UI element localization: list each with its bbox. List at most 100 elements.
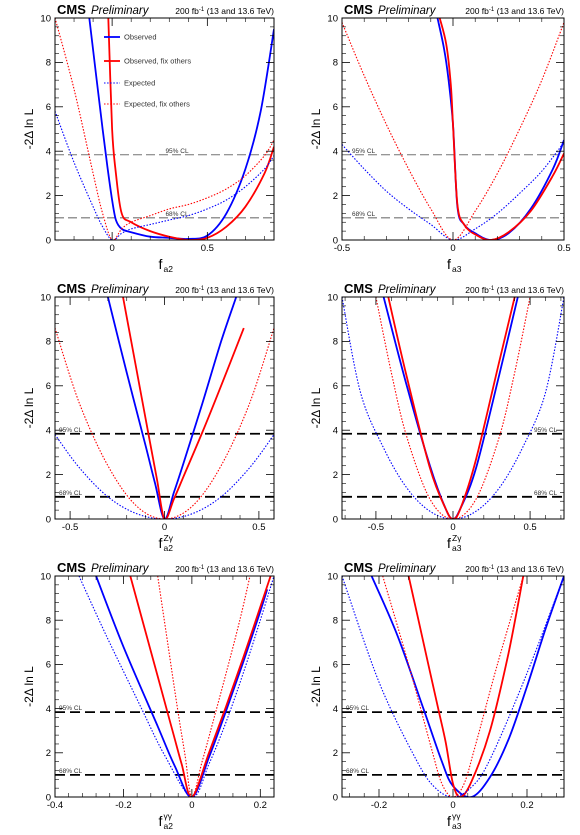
plot-frame xyxy=(341,296,565,520)
y-tick-label: 6 xyxy=(46,660,51,671)
cl-label-95: 95% CL xyxy=(352,148,376,155)
x-axis-title-sup: Zγ xyxy=(452,533,462,543)
experiment-label: CMS xyxy=(344,2,373,17)
chart-panel-5: 95% CL 68% CL 0 2 4 6 8 10 -0.4 -0.2 0 0.2 -2Δ ln L f… xyxy=(22,560,275,831)
series-line-expected xyxy=(55,434,274,519)
x-axis-title-sub: a2 xyxy=(164,543,174,553)
x-tick-label: 0 xyxy=(109,243,114,254)
lumi-label: 200 fb-1 (13 and 13.6 TeV) xyxy=(175,564,274,574)
series-line-observed xyxy=(95,576,269,797)
series-line-observed-fix xyxy=(122,297,245,519)
panel-header: CMS Preliminary 200 fb-1 (13 and 13.6 TeV) xyxy=(344,2,564,17)
x-axis-title-sub: a3 xyxy=(452,543,462,553)
series-line-expected-fix xyxy=(55,327,274,519)
cl-label-95: 95% CL xyxy=(534,427,558,434)
cl-label-95: 95% CL xyxy=(59,705,83,712)
y-tick-label: 4 xyxy=(46,426,51,437)
lumi-sup: -1 xyxy=(489,565,495,571)
y-tick-label: 10 xyxy=(327,292,338,303)
experiment-label: CMS xyxy=(57,281,86,296)
y-tick-label: 6 xyxy=(46,102,51,113)
legend-label-observed: Observed xyxy=(124,33,157,42)
series-line-observed xyxy=(107,297,238,519)
experiment-label: CMS xyxy=(57,560,86,575)
y-tick-label: 2 xyxy=(46,191,51,202)
cl-label-95: 95% CL xyxy=(346,705,370,712)
x-axis: -0.2 0 0.2 xyxy=(349,576,557,811)
x-tick-label: 0.5 xyxy=(201,243,214,254)
x-axis-title-sub: a3 xyxy=(452,821,462,831)
panel-header: CMS Preliminary 200 fb-1 (13 and 13.6 TeV) xyxy=(344,560,564,575)
x-axis-title-sup: γγ xyxy=(452,811,461,821)
status-label: Preliminary xyxy=(91,284,150,296)
y-axis: 0 2 4 6 8 10 xyxy=(40,292,274,525)
lumi-prefix: 200 fb xyxy=(175,564,199,574)
curves xyxy=(342,576,564,797)
lumi-label: 200 fb-1 (13 and 13.6 TeV) xyxy=(175,6,274,16)
x-tick-label: -0.5 xyxy=(368,522,384,533)
cl-label-68: 68% CL xyxy=(59,490,83,497)
lumi-label: 200 fb-1 (13 and 13.6 TeV) xyxy=(175,285,274,295)
y-tick-label: 0 xyxy=(333,514,338,525)
y-axis: 0 2 4 6 8 10 xyxy=(327,13,564,246)
panel-header: CMS Preliminary 200 fb-1 (13 and 13.6 TeV) xyxy=(344,281,564,296)
y-tick-label: 0 xyxy=(46,514,51,525)
y-tick-label: 2 xyxy=(46,748,51,759)
x-axis-title-main: f xyxy=(159,535,163,551)
x-axis: -0.4 -0.2 0 0.2 xyxy=(47,576,275,811)
x-tick-label: -0.2 xyxy=(371,800,387,811)
series-line-expected xyxy=(55,111,274,240)
cl-lines: 95% CL 68% CL xyxy=(342,148,564,219)
plot-frame xyxy=(54,17,275,241)
lumi-prefix: 200 fb xyxy=(175,285,199,295)
series-line-expected xyxy=(342,576,564,797)
plot-frame xyxy=(341,575,565,798)
series-line-expected-fix xyxy=(55,18,274,240)
cl-label-68: 68% CL xyxy=(165,211,189,218)
cl-label-68: 68% CL xyxy=(352,211,376,218)
cl-lines: 95% CL 68% CL xyxy=(55,148,274,219)
x-tick-label: -0.5 xyxy=(334,243,350,254)
x-axis-title: f a3 xyxy=(447,256,462,274)
y-tick-label: 10 xyxy=(40,571,51,582)
x-tick-label: -0.2 xyxy=(115,800,131,811)
x-axis: 0 0.5 xyxy=(73,18,265,254)
lumi-prefix: 200 fb xyxy=(465,564,489,574)
y-tick-label: 8 xyxy=(333,58,338,69)
y-tick-label: 10 xyxy=(327,13,338,24)
y-tick-label: 6 xyxy=(333,102,338,113)
series-line-expected xyxy=(78,576,274,797)
lumi-suffix: (13 and 13.6 TeV) xyxy=(494,285,564,295)
legend-label-expected: Expected xyxy=(124,79,155,88)
y-tick-label: 4 xyxy=(46,147,51,158)
y-tick-label: 8 xyxy=(46,616,51,627)
y-tick-label: 8 xyxy=(46,337,51,348)
y-tick-label: 2 xyxy=(46,470,51,481)
y-tick-label: 6 xyxy=(333,381,338,392)
x-axis-title-main: f xyxy=(447,813,451,829)
series-line-expected-fix xyxy=(157,576,251,797)
lumi-prefix: 200 fb xyxy=(175,6,199,16)
series-line-observed-fix xyxy=(407,576,525,797)
x-tick-label: 0 xyxy=(189,800,194,811)
chart-panel-4: 95% CL 68% CL 0 2 4 6 8 10 -0.5 0 0.5 -2Δ ln L f a3Zγ… xyxy=(309,281,565,553)
lumi-sup: -1 xyxy=(199,565,205,571)
y-tick-label: 6 xyxy=(333,660,338,671)
series-line-observed-fix xyxy=(387,297,516,519)
series-line-observed-fix xyxy=(107,18,274,240)
status-label: Preliminary xyxy=(378,5,437,17)
x-tick-label: 0 xyxy=(162,522,167,533)
plot-frame xyxy=(54,575,275,798)
lumi-label: 200 fb-1 (13 and 13.6 TeV) xyxy=(465,564,564,574)
y-tick-label: 10 xyxy=(40,13,51,24)
y-tick-label: 0 xyxy=(46,792,51,803)
x-axis: -0.5 0 0.5 xyxy=(62,297,266,533)
x-axis: -0.5 0 0.5 xyxy=(334,18,571,254)
curves xyxy=(55,18,274,240)
x-tick-label: 0 xyxy=(450,800,455,811)
x-tick-label: 0 xyxy=(450,243,455,254)
